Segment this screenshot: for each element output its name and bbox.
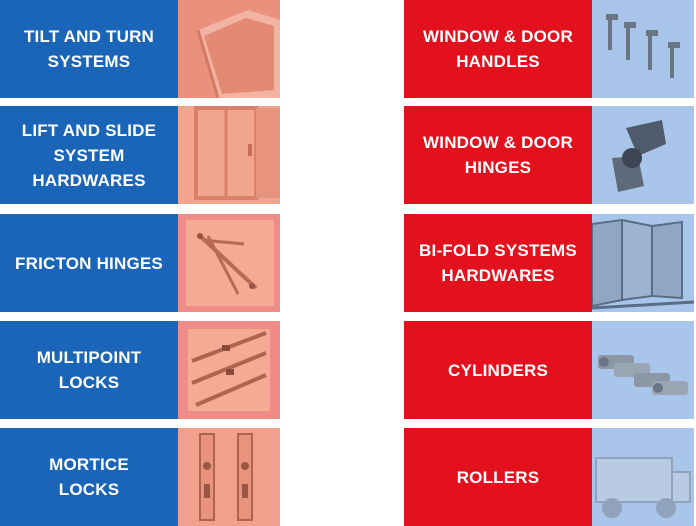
category-label: FRICTON HINGES [0, 214, 178, 312]
category-label: CYLINDERS [404, 321, 592, 419]
category-cylinders[interactable]: CYLINDERS [404, 321, 694, 419]
category-rollers[interactable]: ROLLERS [404, 428, 694, 526]
category-mortice-locks[interactable]: MORTICE LOCKS [0, 428, 280, 526]
category-label: WINDOW & DOOR HINGES [404, 106, 592, 204]
category-friction-hinges[interactable]: FRICTON HINGES [0, 214, 280, 312]
category-tilt-and-turn[interactable]: TILT AND TURN SYSTEMS [0, 0, 280, 98]
category-multipoint-locks[interactable]: MULTIPOINT LOCKS [0, 321, 280, 419]
category-label: MORTICE LOCKS [0, 428, 178, 526]
friction-hinge-image [178, 214, 280, 312]
bifold-system-image [592, 214, 694, 312]
multipoint-lock-image [178, 321, 280, 419]
roller-image [592, 428, 694, 526]
window-handle-image [592, 0, 694, 98]
category-label: TILT AND TURN SYSTEMS [0, 0, 178, 98]
mortice-lock-image [178, 428, 280, 526]
cylinder-lock-image [592, 321, 694, 419]
category-label: ROLLERS [404, 428, 592, 526]
tilt-and-turn-window-image [178, 0, 280, 98]
category-window-door-hinges[interactable]: WINDOW & DOOR HINGES [404, 106, 694, 204]
door-hinge-image [592, 106, 694, 204]
category-window-door-handles[interactable]: WINDOW & DOOR HANDLES [404, 0, 694, 98]
category-label: WINDOW & DOOR HANDLES [404, 0, 592, 98]
category-lift-and-slide[interactable]: LIFT AND SLIDE SYSTEM HARDWARES [0, 106, 280, 204]
sliding-door-image [178, 106, 280, 204]
category-label: BI-FOLD SYSTEMS HARDWARES [404, 214, 592, 312]
category-label: LIFT AND SLIDE SYSTEM HARDWARES [0, 106, 178, 204]
category-bifold-systems[interactable]: BI-FOLD SYSTEMS HARDWARES [404, 214, 694, 312]
category-label: MULTIPOINT LOCKS [0, 321, 178, 419]
